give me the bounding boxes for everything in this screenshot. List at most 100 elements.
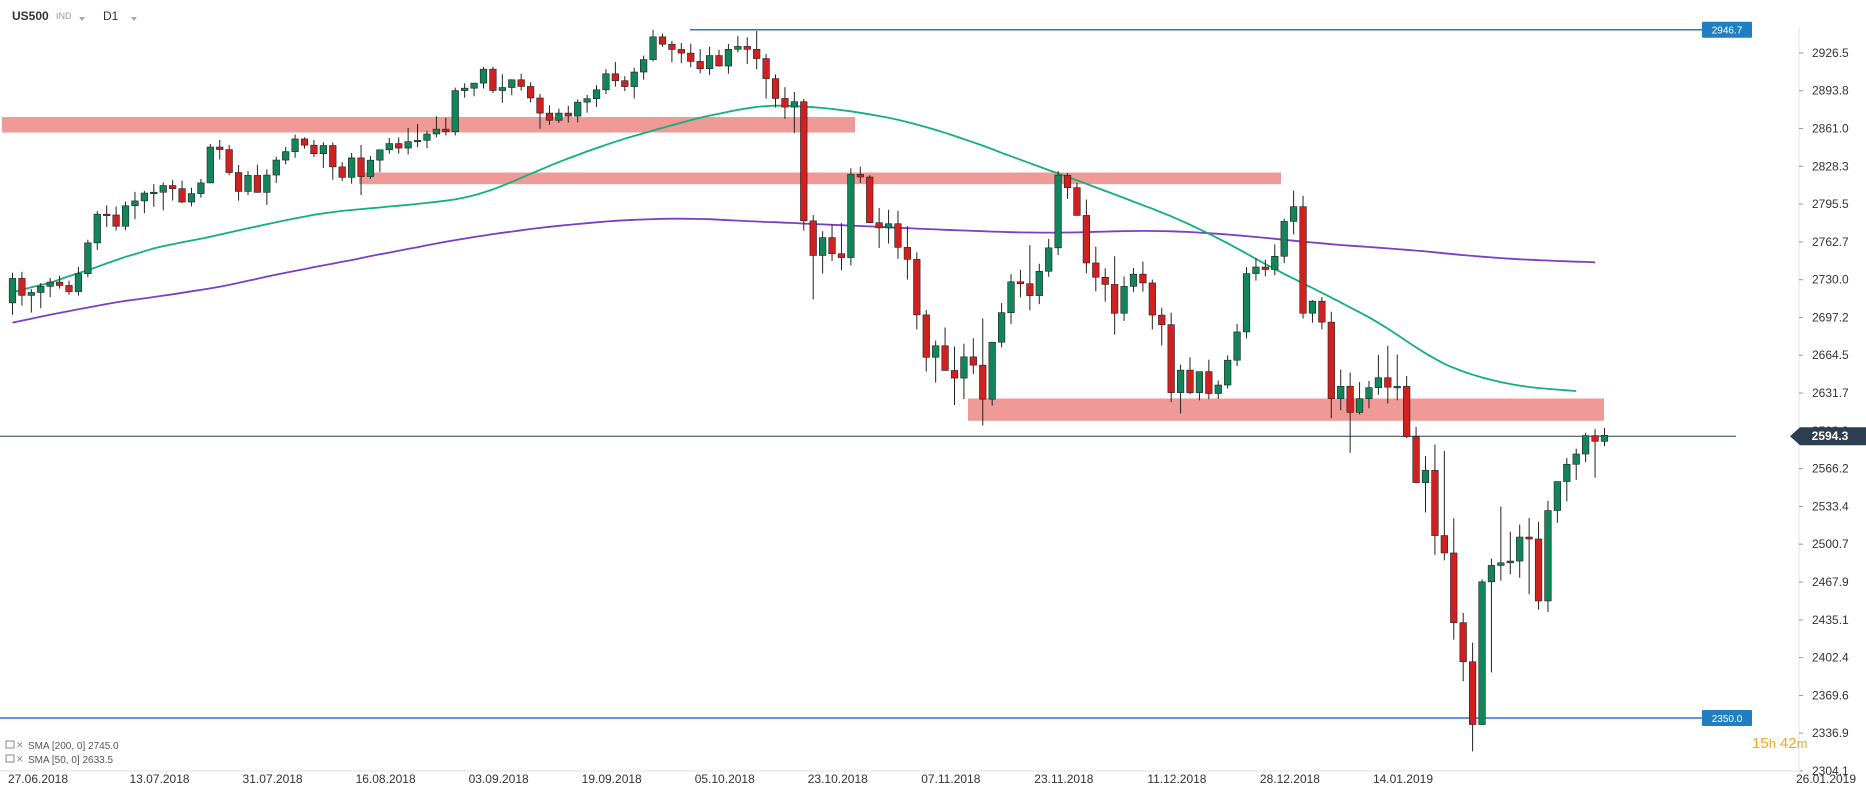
bull-candle <box>1506 531 1514 575</box>
candle-body <box>630 71 638 87</box>
bull-candle <box>263 169 271 205</box>
bear-candle <box>668 41 676 63</box>
x-tick-label: 13.07.2018 <box>130 772 190 786</box>
candle-body <box>338 166 346 178</box>
bear-candle <box>809 215 817 300</box>
candle-body <box>451 90 459 133</box>
sma200-line <box>12 217 1596 324</box>
bull-candle <box>413 124 422 148</box>
candle-body <box>432 128 441 135</box>
candle-body <box>65 285 73 292</box>
bull-candle <box>470 82 478 97</box>
candle-body <box>734 46 742 50</box>
bull-candle <box>27 289 35 313</box>
bull-candle <box>724 43 733 74</box>
legend-sma200[interactable]: ✕ SMA [200, 0] 2745.0 <box>5 740 119 752</box>
candle-body <box>1026 283 1034 296</box>
candle-body <box>1506 560 1514 564</box>
candle-body <box>1045 247 1053 272</box>
x-tick-label: 26.01.2019 <box>1796 772 1856 786</box>
candle-body <box>1337 385 1345 399</box>
candle-body <box>1111 284 1119 314</box>
candle-body <box>1591 435 1599 442</box>
candle-body <box>1176 369 1185 393</box>
settings-icon[interactable] <box>5 754 15 763</box>
bull-candle <box>1572 448 1580 480</box>
bull-candle <box>37 283 45 309</box>
candle-body <box>866 176 874 223</box>
candle-body <box>1412 436 1420 483</box>
candle-body <box>310 144 318 155</box>
candle-body <box>649 36 657 60</box>
bull-candle <box>630 67 638 99</box>
price-axis[interactable]: 2926.5 2893.8 2861.0 2828.3 2795.5 2762.7 2730… <box>1790 28 1866 778</box>
bull-candle <box>1045 238 1053 277</box>
timeframe-label[interactable]: D1 <box>103 9 119 23</box>
candle-body <box>932 345 940 358</box>
bull-candle <box>997 302 1006 348</box>
bear-candle <box>1459 612 1467 682</box>
bear-candle <box>1148 279 1156 330</box>
bull-candle <box>244 171 252 196</box>
candle-body <box>1355 398 1364 413</box>
time-axis[interactable]: 27.06.2018 13.07.2018 31.07.2018 16.08.2018… <box>0 770 1856 786</box>
candle-body <box>1421 470 1430 483</box>
candle-body <box>216 146 224 150</box>
timeframe-dropdown-icon[interactable] <box>131 17 137 21</box>
candle-body <box>771 78 780 99</box>
y-tick-label: 2697.2 <box>1812 311 1849 325</box>
close-icon[interactable]: ✕ <box>16 754 24 764</box>
bear-candle <box>300 137 309 149</box>
candle-body <box>526 86 535 99</box>
bull-candle <box>960 343 968 400</box>
bull-candle <box>272 156 280 183</box>
candle-body <box>979 364 987 400</box>
price-zone[interactable] <box>359 172 1281 185</box>
bull-candle <box>1497 506 1505 581</box>
candle-body <box>884 223 893 229</box>
symbol-dropdown-icon[interactable] <box>79 17 85 21</box>
candle-body <box>715 55 723 67</box>
y-tick-label: 2566.2 <box>1812 462 1849 476</box>
candle-body <box>1252 266 1260 274</box>
symbol-label[interactable]: US500 <box>12 9 49 23</box>
bull-candle <box>74 266 83 296</box>
settings-icon[interactable] <box>5 740 15 749</box>
x-tick-label: 23.10.2018 <box>808 772 868 786</box>
candle-body <box>37 286 45 293</box>
bear-candle <box>696 49 704 74</box>
bull-candle <box>555 108 563 123</box>
candle-body <box>894 223 902 248</box>
bull-candle <box>197 178 205 198</box>
candle-body <box>413 140 422 143</box>
bull-candle <box>1054 171 1062 255</box>
candle-body <box>1497 562 1505 566</box>
legend-sma50[interactable]: ✕ SMA [50, 0] 2633.5 <box>5 754 113 766</box>
close-icon[interactable]: ✕ <box>16 740 24 750</box>
resistance-support-zones[interactable] <box>2 117 1604 421</box>
candle-body <box>489 68 497 91</box>
bear-candle <box>1412 426 1420 483</box>
horizontal-levels[interactable]: 2946.7 2350.0 <box>0 21 1752 727</box>
candle-body <box>1261 266 1269 270</box>
price-zone[interactable] <box>968 398 1604 421</box>
y-tick-label: 2828.3 <box>1812 159 1849 173</box>
bear-candle <box>611 61 619 87</box>
bear-candle <box>753 30 761 70</box>
bull-candle <box>508 79 516 96</box>
candle-body <box>762 58 770 79</box>
bull-candle <box>131 191 139 220</box>
price-zone[interactable] <box>2 117 855 133</box>
bear-candle <box>743 37 751 65</box>
y-tick-label: 2304.1 <box>1812 764 1849 778</box>
bull-candle <box>1563 458 1571 502</box>
candle-body <box>621 80 629 87</box>
bear-candle <box>658 33 667 47</box>
bull-candle <box>1516 524 1524 578</box>
bear-candle <box>1534 521 1543 610</box>
candle-body <box>1600 435 1609 442</box>
candle-body <box>1082 215 1090 264</box>
bull-candle <box>366 156 375 179</box>
bull-candle <box>1600 427 1609 447</box>
